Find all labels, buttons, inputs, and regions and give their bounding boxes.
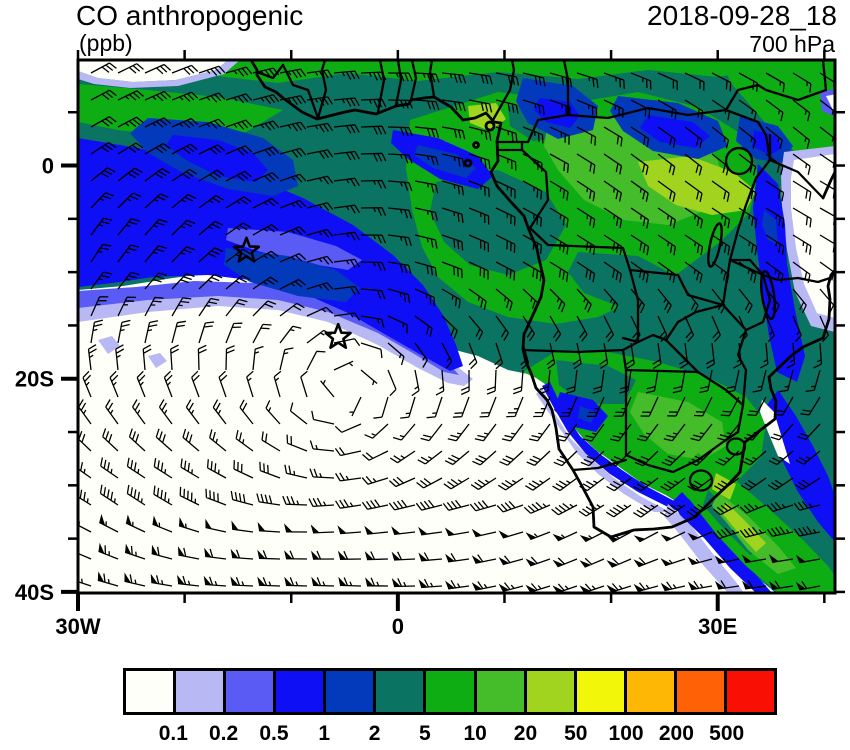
contour-region <box>762 210 778 245</box>
colorbar-tick-label: 50 <box>564 722 588 745</box>
country-border <box>428 60 436 98</box>
colorbar-labels: 0.1 0.2 0.5 1 2 5 10 20 50 100 200 500 <box>123 722 777 748</box>
contour-region <box>638 156 756 215</box>
country-border <box>571 458 628 472</box>
country-border <box>721 258 772 332</box>
colorbar-cell <box>726 671 775 712</box>
lakes-layer <box>707 146 777 320</box>
lake-outline <box>724 146 754 176</box>
colorbar <box>123 668 777 715</box>
contour-region <box>568 252 676 308</box>
colorbar-cell <box>476 671 527 712</box>
colorbar-cell <box>376 671 427 712</box>
colorbar-cell <box>676 671 727 712</box>
contour-region <box>166 135 268 182</box>
colorbar-tick-label: 0.5 <box>259 722 289 745</box>
lake-outline <box>759 270 777 320</box>
contour-region <box>468 103 506 131</box>
colorbar-tick-label: 200 <box>658 722 694 745</box>
contour-region <box>78 60 835 85</box>
country-border <box>725 437 747 456</box>
colorbar-tick-label: 1 <box>318 722 331 745</box>
wind-barb-shafts <box>78 62 835 593</box>
colorbar-cell <box>576 671 627 712</box>
colorbar-cell <box>526 671 577 712</box>
country-border <box>521 340 640 354</box>
contour-region <box>578 406 596 423</box>
contour-region <box>226 228 362 270</box>
country-border <box>255 63 285 80</box>
coastline <box>463 158 473 168</box>
country-border <box>316 60 328 120</box>
country-border <box>721 133 772 307</box>
contour-region <box>640 115 710 148</box>
colorbar-tick-label: 100 <box>608 722 644 745</box>
colorbar-tick-label: 0.2 <box>209 722 239 745</box>
figure-title: CO anthropogenic <box>76 0 304 31</box>
y-axis-label: 20S <box>15 367 54 392</box>
coastline <box>472 141 480 149</box>
country-border <box>394 60 403 107</box>
axis-tick-labels: 30W 0 30E 0 20S 40S <box>15 154 737 639</box>
country-border <box>491 60 516 122</box>
contour-region <box>767 390 835 542</box>
x-axis-label: 30E <box>698 614 737 639</box>
figure-units: (ppb) <box>79 30 133 56</box>
contour-region <box>98 336 120 354</box>
colorbar-cell <box>276 671 327 712</box>
colorbar-cells <box>123 668 777 715</box>
axis-ticks <box>61 50 845 611</box>
colorbar-cell <box>426 671 477 712</box>
colorbar-tick-label: 5 <box>419 722 431 745</box>
coastline <box>484 120 496 132</box>
country-border <box>724 60 828 112</box>
y-axis-label: 0 <box>42 154 54 179</box>
country-borders-layer <box>255 60 832 492</box>
country-border <box>409 60 418 102</box>
country-border <box>728 258 832 284</box>
country-border <box>736 328 748 407</box>
contour-region <box>414 145 476 178</box>
contour-region <box>148 353 167 368</box>
colorbar-cell <box>326 671 377 712</box>
colorbar-tick-label: 10 <box>463 722 487 745</box>
coastline <box>249 60 835 539</box>
colorbar-tick-label: 20 <box>513 722 538 745</box>
y-axis-label: 40S <box>15 580 54 605</box>
contour-region <box>826 94 835 110</box>
wind-barb-layer <box>78 62 835 593</box>
contour-region <box>78 60 240 88</box>
colorbar-cell <box>126 671 177 712</box>
colorbar-cell <box>626 671 677 712</box>
country-border <box>688 469 714 492</box>
colorbar-tick-label: 2 <box>368 722 381 745</box>
contour-region <box>556 360 636 404</box>
country-border <box>566 106 768 137</box>
contour-fill-layer <box>78 60 835 593</box>
lake-outline <box>707 222 723 268</box>
x-axis-label: 0 <box>392 614 404 639</box>
contour-region <box>430 170 566 275</box>
colorbar-cell <box>226 671 277 712</box>
contour-region <box>224 248 360 302</box>
colorbar-cell <box>176 671 227 712</box>
country-border <box>376 60 386 114</box>
contour-region <box>760 400 790 464</box>
colorbar-tick-label: 500 <box>709 722 745 745</box>
contour-region <box>664 504 744 593</box>
country-border <box>281 63 320 120</box>
coastline-layer <box>249 60 835 539</box>
figure-datetime: 2018-09-28_18 <box>647 0 837 31</box>
figure-pressure-level: 700 hPa <box>749 31 835 57</box>
contour-region <box>672 492 772 593</box>
colorbar-tick-label: 0.1 <box>158 722 188 745</box>
x-axis-label: 30W <box>55 614 100 639</box>
contour-region <box>630 392 726 460</box>
contour-region <box>722 502 766 552</box>
